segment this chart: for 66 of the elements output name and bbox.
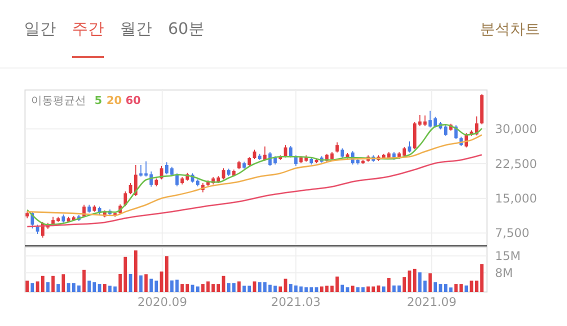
text: 분석차트 bbox=[480, 20, 540, 38]
line-series bbox=[26, 154, 483, 228]
candlestick bbox=[340, 148, 344, 158]
text: 일간 bbox=[24, 19, 56, 38]
bar bbox=[26, 280, 29, 292]
bar bbox=[434, 282, 438, 292]
y-tick-label: 8M bbox=[495, 266, 513, 280]
bar bbox=[382, 286, 386, 292]
candlestick bbox=[139, 164, 143, 178]
bar bbox=[139, 275, 143, 292]
bar bbox=[387, 278, 391, 292]
y-tick-label: 15M bbox=[495, 249, 521, 264]
bar bbox=[350, 286, 354, 292]
bar bbox=[361, 287, 365, 292]
bar bbox=[41, 276, 44, 292]
candlestick bbox=[222, 168, 226, 180]
candlestick bbox=[335, 142, 339, 153]
x-tick-label: 2021.03 bbox=[271, 295, 321, 309]
candlestick bbox=[444, 124, 448, 136]
line-series bbox=[26, 134, 483, 216]
bar bbox=[397, 286, 401, 292]
bar bbox=[428, 273, 432, 292]
candlestick bbox=[150, 170, 153, 188]
legend-title: 이동평균선 bbox=[31, 94, 86, 107]
candlestick bbox=[134, 164, 138, 197]
bar bbox=[103, 284, 106, 292]
bar bbox=[464, 286, 468, 292]
text: 주간 bbox=[72, 19, 104, 38]
bar bbox=[30, 283, 34, 292]
bar bbox=[346, 287, 350, 292]
bar bbox=[201, 284, 205, 292]
text: 월간 bbox=[120, 19, 152, 38]
x-tick-label: 2021.09 bbox=[406, 295, 456, 309]
bar bbox=[46, 282, 50, 292]
bar bbox=[175, 280, 179, 292]
bar bbox=[330, 286, 334, 292]
bar bbox=[273, 286, 277, 292]
bar bbox=[314, 287, 318, 292]
bar bbox=[423, 280, 427, 292]
text: 5 bbox=[94, 94, 102, 107]
bar bbox=[335, 276, 339, 292]
text: 20 bbox=[106, 94, 122, 107]
bar bbox=[134, 250, 138, 292]
bar bbox=[56, 284, 60, 292]
y-tick-label: 22,500 bbox=[495, 156, 537, 171]
bar bbox=[278, 286, 282, 292]
y-tick-label: 30,000 bbox=[495, 122, 537, 136]
bar bbox=[165, 256, 168, 292]
y-tick-label: 15,000 bbox=[495, 192, 537, 206]
bar bbox=[62, 274, 66, 292]
bar bbox=[412, 268, 416, 292]
y-tick-label: 7,500 bbox=[495, 226, 530, 240]
bar bbox=[108, 286, 112, 292]
candlestick bbox=[124, 190, 128, 207]
bar bbox=[470, 280, 474, 292]
candlestick bbox=[294, 154, 298, 166]
bar bbox=[402, 277, 406, 292]
text: 60 bbox=[126, 94, 142, 107]
text: 60분 bbox=[168, 19, 204, 38]
bar bbox=[459, 284, 463, 292]
bar bbox=[418, 272, 422, 292]
x-tick-label: 2020.09 bbox=[137, 295, 188, 309]
bar bbox=[170, 280, 174, 292]
bar bbox=[340, 284, 344, 292]
bar bbox=[356, 287, 360, 292]
bar bbox=[196, 286, 200, 292]
